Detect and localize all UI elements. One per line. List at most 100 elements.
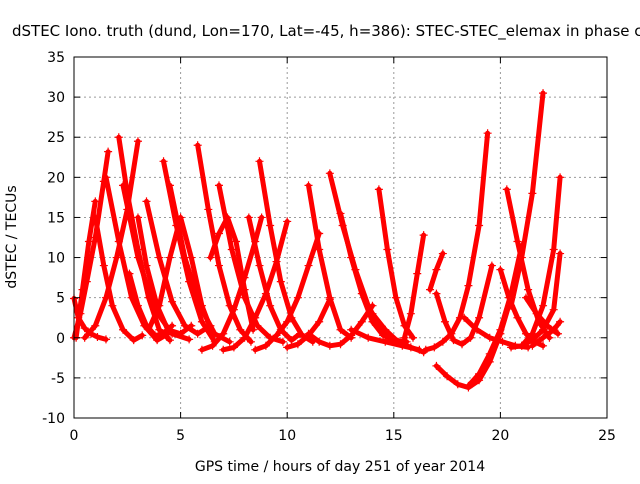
data-point [458,340,467,349]
data-point [539,89,548,98]
data-point [151,331,160,340]
data-point [483,129,492,138]
y-tick-label: 20 [47,170,65,186]
data-point [91,321,100,330]
data-point [119,325,128,334]
data-point [304,329,313,338]
data-point [168,321,177,330]
x-axis-label: GPS time / hours of day 251 of year 2014 [195,459,485,475]
data-point [266,301,275,310]
data-point [543,321,552,330]
data-point [539,341,548,350]
data-point [325,341,334,350]
data-point [440,317,449,326]
data-series [72,197,100,342]
data-point [225,301,234,310]
data-point [556,317,565,326]
data-point [517,253,526,262]
data-point [159,157,168,166]
y-tick-label: 0 [56,331,65,347]
data-point [195,301,204,310]
data-point [229,305,238,314]
data-point [93,332,102,341]
data-series [528,317,565,350]
data-point [206,253,215,262]
data-point [539,333,548,342]
data-point [133,137,142,146]
data-point [210,329,219,338]
data-point [278,337,287,346]
data-point [219,329,228,338]
data-point [197,345,206,354]
data-point [168,297,177,306]
data-point [251,313,260,322]
data-point [368,309,377,318]
data-point [101,173,110,182]
data-point [283,317,292,326]
data-point [293,293,302,302]
data-point [487,261,496,270]
data-point [266,221,275,230]
data-point [453,380,462,389]
data-point [287,336,296,345]
data-series [244,213,304,345]
data-point [214,181,223,190]
data-point [513,237,522,246]
data-point [556,173,565,182]
data-point [283,343,292,352]
data-point [91,213,100,222]
data-point [549,245,558,254]
data-point [133,213,142,222]
data-point [204,205,213,214]
data-point [91,197,100,206]
y-tick-label: 5 [56,291,65,307]
data-point [347,253,356,262]
data-point [165,336,174,345]
data-point [498,337,507,346]
data-point [438,249,447,258]
data-point [163,325,172,334]
data-point [261,341,270,350]
data-point [236,325,245,334]
series-track [529,319,563,349]
data-series [521,293,562,338]
data-point [517,341,526,350]
data-point [556,249,565,258]
data-point [272,331,281,340]
data-point [379,331,388,340]
x-tick-label: 5 [176,428,185,444]
data-point [432,361,441,370]
data-point [225,337,234,346]
data-point [357,317,366,326]
data-point [438,337,447,346]
plot-frame [73,56,608,419]
data-point [125,269,134,278]
data-point [507,301,516,310]
y-axis-label: dSTEC / TECUs [4,185,20,288]
series-track [257,158,316,345]
data-point [165,181,174,190]
data-point [180,253,189,262]
x-tick-label: 20 [491,428,509,444]
data-point [193,329,202,338]
data-series [91,213,147,345]
data-point [464,381,473,390]
data-point [432,289,441,298]
y-tick-label: 25 [47,130,65,146]
data-point [430,343,439,352]
series-track [423,130,491,353]
data-series [400,231,428,342]
chart-title: dSTEC Iono. truth (dund, Lon=170, Lat=-4… [12,22,640,41]
data-point [283,217,292,226]
data-point [475,369,484,378]
series-track [523,295,561,337]
data-point [521,293,530,302]
data-point [347,325,356,334]
data-point [129,336,138,345]
y-tick-label: -5 [51,371,65,387]
data-point [255,261,264,270]
data-point [246,337,255,346]
series-track [144,198,213,337]
data-series [426,249,447,294]
